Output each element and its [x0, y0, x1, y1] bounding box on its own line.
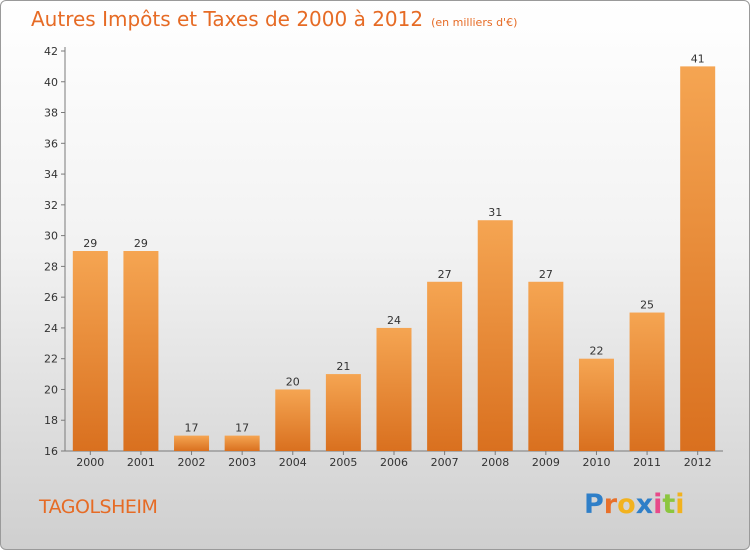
bar — [72, 251, 108, 451]
logo-letter: r — [603, 489, 618, 520]
bar — [578, 358, 614, 451]
bar — [275, 389, 311, 451]
y-tick-label: 26 — [44, 291, 58, 304]
x-tick-label: 2002 — [178, 456, 206, 469]
bar — [174, 435, 210, 451]
bar — [680, 66, 716, 451]
logo-letter: P — [584, 489, 604, 520]
y-tick-label: 38 — [44, 107, 58, 120]
bar-value-label: 27 — [539, 268, 553, 281]
y-tick-label: 32 — [44, 199, 58, 212]
bar — [224, 435, 260, 451]
town-name: TAGOLSHEIM — [39, 496, 158, 518]
x-tick-label: 2012 — [684, 456, 712, 469]
bar-value-label: 27 — [438, 268, 452, 281]
x-tick-label: 2010 — [582, 456, 610, 469]
bar — [123, 251, 159, 451]
chart-title-row: Autres Impôts et Taxes de 2000 à 2012 (en… — [31, 7, 517, 31]
y-tick-label: 30 — [44, 230, 58, 243]
chart-axes: 16 18 20 22 24 26 28 30 32 34 36 38 40 42 2000 2001 2002… — [44, 45, 723, 469]
y-tick-label: 18 — [44, 414, 58, 427]
bar-value-label: 17 — [185, 422, 199, 435]
bar-value-label: 22 — [589, 345, 603, 358]
y-tick-label: 16 — [44, 445, 58, 458]
x-tick-label: 2001 — [127, 456, 155, 469]
bar-value-label: 21 — [336, 360, 350, 373]
bar-value-label: 31 — [488, 206, 502, 219]
bar-value-label: 25 — [640, 299, 654, 312]
y-tick-label: 24 — [44, 322, 58, 335]
logo-letter: o — [617, 489, 636, 520]
bar — [376, 327, 412, 451]
bar-value-label: 29 — [83, 237, 97, 250]
y-tick-label: 34 — [44, 168, 58, 181]
y-tick-label: 40 — [44, 76, 58, 89]
chart-subtitle: (en milliers d'€) — [431, 16, 518, 29]
bar-value-label: 41 — [691, 52, 705, 65]
y-tick-label: 36 — [44, 137, 58, 150]
bar-value-label: 29 — [134, 237, 148, 250]
bar-value-label: 20 — [286, 375, 300, 388]
x-tick-label: 2003 — [228, 456, 256, 469]
x-tick-label: 2011 — [633, 456, 661, 469]
bar-value-label: 17 — [235, 422, 249, 435]
logo-letter: x — [635, 489, 654, 520]
bar — [629, 312, 665, 451]
x-tick-label: 2004 — [279, 456, 307, 469]
y-tick-label: 20 — [44, 383, 58, 396]
x-tick-label: 2000 — [76, 456, 104, 469]
y-tick-label: 22 — [44, 353, 58, 366]
bar — [325, 374, 361, 451]
y-tick-label: 42 — [44, 45, 58, 58]
chart-bars: 29 29 17 17 20 21 24 27 31 27 22 25 41 — [72, 52, 716, 451]
x-tick-label: 2009 — [532, 456, 560, 469]
bar — [528, 281, 564, 451]
chart-title: Autres Impôts et Taxes de 2000 à 2012 — [31, 7, 424, 31]
logo-letter: i — [675, 489, 685, 520]
x-tick-label: 2005 — [329, 456, 357, 469]
bar — [427, 281, 463, 451]
bar-value-label: 24 — [387, 314, 401, 327]
x-tick-label: 2008 — [481, 456, 509, 469]
x-tick-label: 2007 — [431, 456, 459, 469]
logo-letter: t — [662, 489, 676, 520]
proxiti-logo[interactable]: Proxiti — [584, 489, 685, 520]
y-tick-label: 28 — [44, 260, 58, 273]
bar — [477, 220, 513, 451]
logo-letter: i — [653, 489, 663, 520]
x-tick-label: 2006 — [380, 456, 408, 469]
